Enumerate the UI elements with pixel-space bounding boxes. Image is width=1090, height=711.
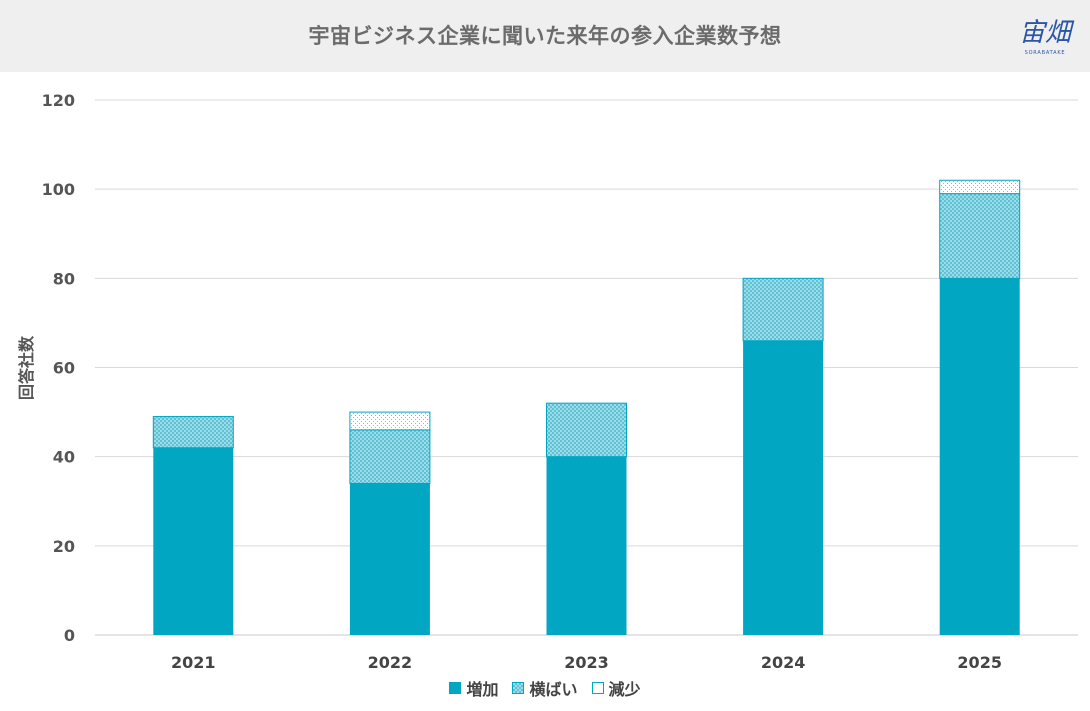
legend-item-increase: 増加 bbox=[449, 676, 498, 700]
bar-series-increase-2021 bbox=[153, 447, 234, 635]
bar-series-increase-2022 bbox=[349, 483, 430, 635]
legend-swatch-decrease bbox=[591, 682, 604, 694]
y-axis-label: 回答社数 bbox=[17, 335, 36, 400]
bar-series-flat-2025 bbox=[939, 193, 1021, 279]
chart-title: 宇宙ビジネス企業に聞いた来年の参入企業数予想 bbox=[308, 24, 782, 48]
bars bbox=[152, 179, 1021, 635]
legend-item-flat: 横ばい bbox=[512, 676, 578, 700]
y-tick-label-120: 120 bbox=[42, 91, 75, 110]
bar-series-increase-2023 bbox=[546, 456, 627, 635]
bar-series-flat-2021 bbox=[152, 416, 234, 449]
bar-series-flat-2024 bbox=[742, 277, 824, 342]
legend-label-increase: 増加 bbox=[466, 680, 499, 699]
y-tick-label-100: 100 bbox=[42, 180, 75, 199]
y-tick-label-20: 20 bbox=[53, 537, 75, 556]
bar-series-increase-2024 bbox=[743, 340, 824, 635]
bar-series-decrease-2022 bbox=[349, 411, 431, 431]
legend-label-flat: 横ばい bbox=[529, 680, 578, 699]
y-tick-label-80: 80 bbox=[53, 269, 75, 288]
bar-series-flat-2022 bbox=[349, 429, 431, 484]
y-tick-label-60: 60 bbox=[53, 359, 75, 378]
chart-header bbox=[0, 0, 1090, 72]
legend-label-decrease: 減少 bbox=[608, 680, 641, 699]
legend-item-decrease: 減少 bbox=[591, 676, 641, 700]
bar-series-decrease-2025 bbox=[939, 179, 1021, 195]
axis-ticks: 0 20 40 60 80 100 120 2021 2022 2023 2024 2025 bbox=[42, 91, 1002, 672]
x-tick-label-2024: 2024 bbox=[761, 653, 806, 672]
y-tick-label-40: 40 bbox=[53, 448, 75, 467]
x-tick-label-2022: 2022 bbox=[368, 653, 413, 672]
y-tick-label-0: 0 bbox=[64, 626, 75, 645]
x-tick-label-2023: 2023 bbox=[564, 653, 609, 672]
bar-series-flat-2023 bbox=[546, 402, 627, 458]
logo-subtext: SORABATAKE bbox=[1024, 50, 1066, 56]
x-tick-label-2021: 2021 bbox=[171, 653, 216, 672]
x-tick-label-2025: 2025 bbox=[957, 653, 1002, 672]
legend-swatch-flat bbox=[512, 682, 525, 694]
legend-swatch-increase bbox=[449, 682, 462, 694]
logo-text: 宙畑 bbox=[1018, 18, 1071, 48]
legend: 増加 横ばい 減少 bbox=[0, 676, 1090, 700]
bar-series-increase-2025 bbox=[939, 278, 1020, 635]
sorabatake-logo: 宙畑 SORABATAKE bbox=[1012, 12, 1078, 62]
